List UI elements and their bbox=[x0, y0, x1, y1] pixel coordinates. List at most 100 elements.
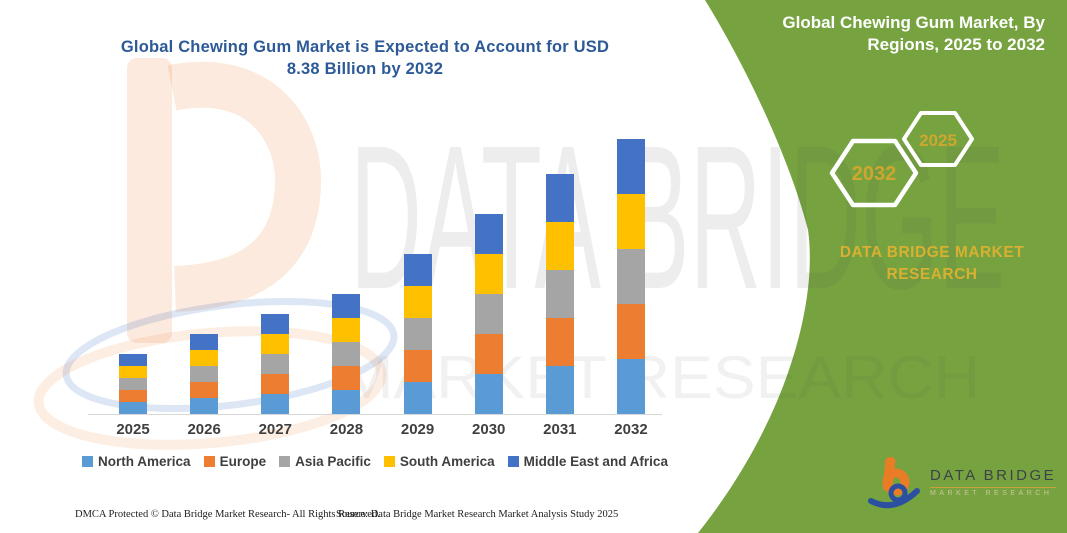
hexagon-2025-badge: 2025 bbox=[902, 111, 974, 167]
legend-label: South America bbox=[399, 454, 495, 469]
logo-name-text: DATA BRIDGE bbox=[930, 467, 1057, 488]
bar-segment bbox=[332, 390, 361, 414]
bar-segment bbox=[190, 366, 219, 382]
bar-column-2032 bbox=[609, 139, 653, 414]
green-panel bbox=[698, 0, 1067, 533]
bar-segment bbox=[403, 286, 432, 318]
bar-stack-2028 bbox=[332, 294, 361, 414]
panel-heading-line1: Global Chewing Gum Market, By bbox=[782, 13, 1045, 32]
x-axis-label: 2030 bbox=[472, 421, 506, 438]
legend-swatch-icon bbox=[279, 456, 291, 467]
bar-segment bbox=[332, 318, 361, 342]
legend-label: North America bbox=[98, 454, 191, 469]
bar-segment bbox=[119, 402, 147, 414]
bar-segment bbox=[261, 374, 290, 394]
bar-segment bbox=[545, 222, 574, 270]
bar-segment bbox=[332, 366, 361, 390]
hexagon-2032-badge: 2032 bbox=[829, 138, 919, 208]
stacked-bar-plot-area bbox=[111, 128, 653, 414]
hexagon-2025-label: 2025 bbox=[919, 131, 957, 150]
dmca-footer-text: DMCA Protected © Data Bridge Market Rese… bbox=[75, 509, 380, 520]
hexagon-2032-label: 2032 bbox=[852, 163, 897, 185]
bar-segment bbox=[119, 378, 147, 390]
bar-segment bbox=[332, 342, 361, 366]
bar-stack-2027 bbox=[261, 314, 290, 414]
legend-item: South America bbox=[383, 454, 495, 469]
legend-swatch-icon bbox=[383, 456, 395, 467]
bar-segment bbox=[545, 174, 574, 222]
chart-title: Global Chewing Gum Market is Expected to… bbox=[100, 36, 630, 81]
bar-column-2029 bbox=[396, 254, 440, 414]
swoosh-watermark-icon bbox=[33, 297, 398, 450]
bar-segment bbox=[261, 334, 290, 354]
logo-text-stack: DATA BRIDGE MARKET RESEARCH bbox=[930, 467, 1057, 497]
bar-column-2028 bbox=[324, 294, 368, 414]
x-axis-label: 2028 bbox=[329, 421, 364, 438]
bar-column-2031 bbox=[538, 174, 582, 414]
x-axis-label: 2032 bbox=[614, 421, 648, 438]
bar-column-2025 bbox=[111, 354, 155, 414]
bar-segment bbox=[616, 139, 645, 194]
watermark-line2: MARKET RESEARCH bbox=[340, 344, 980, 411]
chart-legend: North America Europe Asia Pacific South Ame… bbox=[82, 454, 668, 469]
x-axis-labels: 2025 2026 2027 2028 2029 2030 2031 2032 bbox=[111, 421, 653, 438]
x-axis-label: 2029 bbox=[400, 421, 435, 438]
bar-segment bbox=[616, 194, 645, 249]
legend-label: Asia Pacific bbox=[295, 454, 371, 469]
bar-segment bbox=[119, 366, 147, 378]
x-axis-label: 2025 bbox=[116, 421, 150, 438]
bar-segment bbox=[119, 390, 147, 402]
bar-segment bbox=[403, 350, 432, 382]
panel-heading: Global Chewing Gum Market, By Regions, 2… bbox=[760, 12, 1045, 57]
x-axis-label: 2026 bbox=[187, 421, 221, 438]
bar-segment bbox=[545, 270, 574, 318]
bar-segment bbox=[474, 254, 503, 294]
x-axis-label: 2031 bbox=[543, 421, 577, 438]
bar-segment bbox=[616, 249, 645, 304]
logo-sub-text: MARKET RESEARCH bbox=[930, 490, 1053, 497]
legend-swatch-icon bbox=[82, 456, 94, 467]
bar-segment bbox=[190, 350, 219, 366]
bar-stack-2032 bbox=[616, 139, 645, 414]
data-bridge-b-watermark-icon bbox=[127, 58, 322, 343]
bar-segment bbox=[474, 214, 503, 254]
bar-segment bbox=[403, 254, 432, 286]
x-axis-label: 2027 bbox=[258, 421, 292, 438]
bar-segment bbox=[474, 334, 503, 374]
legend-label: Europe bbox=[219, 454, 267, 469]
bar-stack-2025 bbox=[119, 354, 147, 414]
bar-segment bbox=[261, 354, 290, 374]
bar-segment bbox=[261, 394, 290, 414]
bar-stack-2026 bbox=[190, 334, 219, 414]
legend-label: Middle East and Africa bbox=[523, 454, 668, 469]
bar-stack-2030 bbox=[474, 214, 503, 414]
brand-caption: DATA BRIDGE MARKET RESEARCH bbox=[839, 244, 1025, 284]
chart-title-line2: 8.38 Billion by 2032 bbox=[286, 60, 444, 79]
bar-stack-2031 bbox=[545, 174, 574, 414]
data-bridge-logo-icon bbox=[868, 456, 920, 509]
bar-segment bbox=[616, 359, 645, 414]
bar-segment bbox=[545, 318, 574, 366]
panel-heading-line2: Regions, 2025 to 2032 bbox=[867, 35, 1045, 55]
bar-segment bbox=[403, 382, 432, 414]
bar-column-2030 bbox=[467, 214, 511, 414]
legend-item: Europe bbox=[203, 454, 267, 469]
x-axis-line bbox=[88, 414, 662, 415]
legend-swatch-icon bbox=[203, 456, 215, 467]
bar-column-2026 bbox=[182, 334, 226, 414]
data-bridge-logo: DATA BRIDGE MARKET RESEARCH bbox=[868, 455, 1057, 509]
bar-segment bbox=[403, 318, 432, 350]
legend-swatch-icon bbox=[507, 456, 519, 467]
legend-item: Middle East and Africa bbox=[507, 454, 668, 469]
bar-segment bbox=[474, 374, 503, 414]
bar-segment bbox=[474, 294, 503, 334]
bar-segment bbox=[261, 314, 290, 334]
legend-item: North America bbox=[82, 454, 191, 469]
bar-stack-2029 bbox=[403, 254, 432, 414]
bar-segment bbox=[190, 398, 219, 414]
bar-segment bbox=[190, 334, 219, 350]
source-footer-text: Source: Data Bridge Market Research Mark… bbox=[336, 509, 619, 520]
bar-segment bbox=[190, 382, 219, 398]
